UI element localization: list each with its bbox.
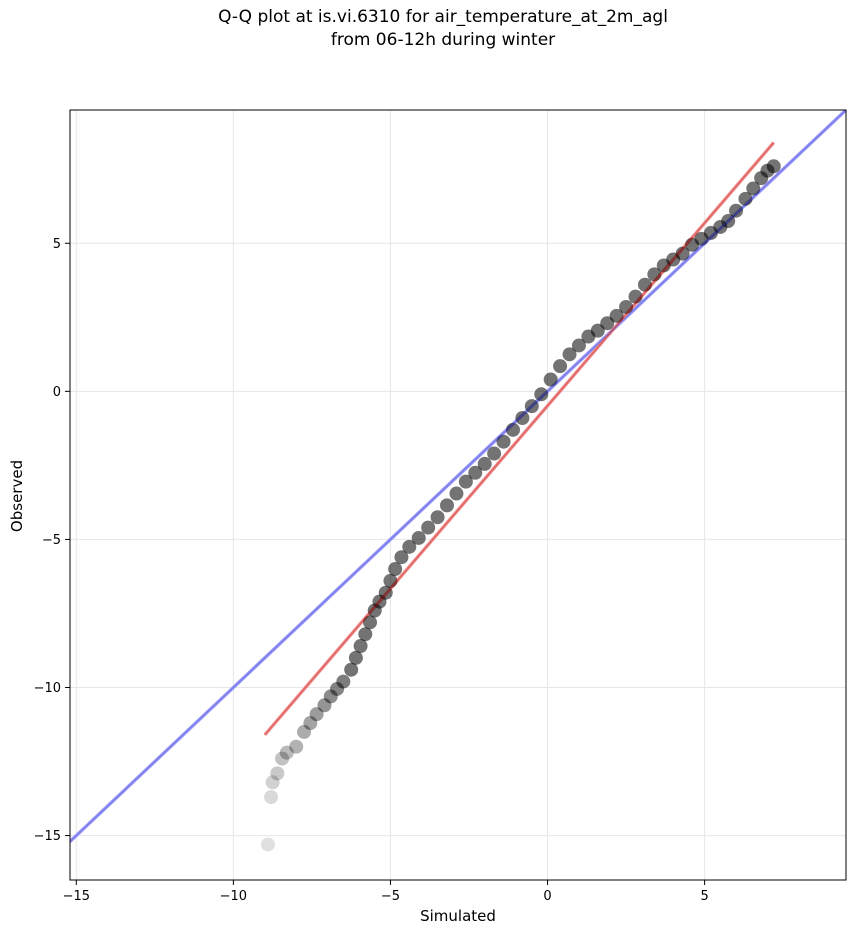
x-tick-label: −15 <box>63 889 90 904</box>
plot-frame <box>69 109 847 881</box>
quantile-point <box>619 299 634 314</box>
x-tick-label: 5 <box>700 889 708 904</box>
quantile-point <box>430 510 445 525</box>
quantile-point <box>647 267 662 282</box>
quantile-point <box>358 627 373 642</box>
quantile-point <box>600 316 615 331</box>
y-tick-label: −10 <box>34 681 61 696</box>
quantile-point <box>766 159 781 174</box>
quantile-point <box>729 203 744 218</box>
quantile-point <box>336 674 351 689</box>
quantile-point <box>323 689 338 704</box>
quantile-point <box>289 739 304 754</box>
quantile-point <box>303 716 318 731</box>
quantile-point <box>524 399 539 414</box>
y-tick-label: −5 <box>42 533 61 548</box>
quantile-point <box>637 277 652 292</box>
quantile-point <box>270 766 285 781</box>
quantile-point <box>264 790 279 805</box>
quantile-point <box>543 372 558 387</box>
quantile-point <box>297 724 312 739</box>
quantile-point <box>265 775 280 790</box>
quantile-point <box>421 520 436 535</box>
y-tick-label: 5 <box>53 237 61 252</box>
quantile-point <box>496 434 511 449</box>
quantile-point <box>675 246 690 261</box>
quantile-point <box>553 359 568 374</box>
quantile-point <box>402 539 417 554</box>
quantile-point <box>534 387 549 402</box>
x-tick-label: 0 <box>543 889 551 904</box>
x-tick-label: −10 <box>220 889 247 904</box>
y-axis-label: Observed <box>8 460 26 532</box>
quantile-point <box>260 837 275 852</box>
quantile-point <box>440 498 455 513</box>
quantile-point <box>383 573 398 588</box>
quantile-point <box>353 639 368 654</box>
quantile-point <box>746 181 761 196</box>
quantile-point <box>515 411 530 425</box>
quantile-point <box>721 214 736 229</box>
grid-lines <box>70 110 846 880</box>
quantile-point <box>388 562 403 577</box>
quantile-point <box>590 323 605 338</box>
quantile-point <box>348 650 363 665</box>
axis-ticks: −15 −10 −5 0 5 −15 −10 −5 0 5 <box>34 237 709 904</box>
quantile-point <box>309 707 324 722</box>
identity-line-overlay <box>70 110 846 843</box>
quantile-point <box>628 289 643 304</box>
quantile-point <box>571 338 586 353</box>
chart-title-line2: from 06-12h during winter <box>330 30 556 50</box>
quantile-point <box>411 530 426 545</box>
y-tick-label: −15 <box>34 829 61 844</box>
quantile-point <box>275 751 290 766</box>
quantile-point <box>609 308 624 323</box>
quantile-point <box>487 446 502 461</box>
quantile-point <box>317 698 332 713</box>
quantile-point <box>449 486 464 501</box>
quantile-point <box>468 465 483 480</box>
chart-title-line1: Q-Q plot at is.vi.6310 for air_temperatu… <box>218 7 668 27</box>
x-tick-label: −5 <box>381 889 400 904</box>
fit-line-overlay <box>264 141 775 736</box>
x-axis-label: Simulated <box>420 907 496 925</box>
quantile-point <box>562 347 577 362</box>
quantile-point <box>344 662 359 677</box>
quantile-point <box>394 550 409 565</box>
quantile-point <box>378 585 393 600</box>
quantile-point <box>505 422 520 437</box>
quantile-point <box>279 745 294 760</box>
quantile-point <box>738 191 753 206</box>
chart-title: Q-Q plot at is.vi.6310 for air_temperatu… <box>0 6 854 52</box>
plot-marks <box>70 110 846 852</box>
quantile-point <box>458 474 473 489</box>
quantile-point <box>363 615 378 630</box>
quantile-point <box>477 456 492 471</box>
y-tick-label: 0 <box>53 385 61 400</box>
